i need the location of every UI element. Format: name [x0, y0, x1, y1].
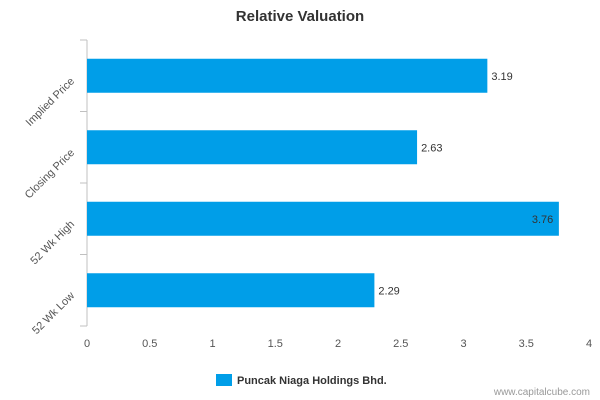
bar — [87, 201, 559, 236]
x-tick-label: 2.5 — [393, 338, 408, 350]
data-label: 2.63 — [421, 142, 442, 154]
x-tick-label: 1.5 — [268, 338, 283, 350]
data-label: 3.76 — [532, 214, 553, 226]
legend-swatch — [216, 374, 232, 386]
x-tick-label: 1 — [209, 338, 215, 350]
data-label: 2.29 — [378, 285, 399, 297]
category-label: Closing Price — [23, 147, 77, 201]
bar — [87, 130, 418, 165]
bar — [87, 273, 375, 308]
bar — [87, 58, 488, 93]
x-tick-label: 2 — [335, 338, 341, 350]
x-tick-label: 3 — [460, 338, 466, 350]
legend: Puncak Niaga Holdings Bhd. — [216, 374, 387, 387]
category-label: Implied Price — [24, 75, 77, 128]
x-tick-label: 0 — [84, 338, 90, 350]
x-tick-label: 0.5 — [142, 338, 157, 350]
chart-title: Relative Valuation — [236, 8, 364, 25]
x-tick-label: 4 — [586, 338, 592, 350]
category-label: 52 Wk High — [28, 218, 77, 267]
credit-text: www.capitalcube.com — [493, 387, 590, 398]
legend-label: Puncak Niaga Holdings Bhd. — [237, 375, 387, 387]
data-label: 3.19 — [491, 71, 512, 83]
category-label: 52 Wk Low — [30, 290, 77, 337]
x-tick-label: 3.5 — [519, 338, 534, 350]
plot-area: 0 0.5 1 1.5 2 2.5 3 3.5 4 3.19 Implied Price 2.63 Cl… — [23, 39, 592, 350]
